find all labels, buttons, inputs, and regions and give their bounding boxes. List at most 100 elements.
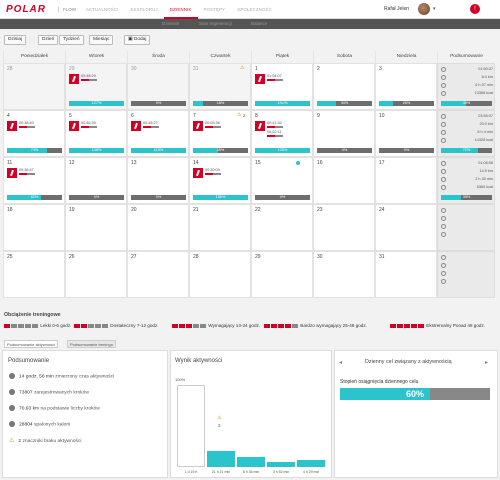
running-icon[interactable] xyxy=(193,121,203,131)
calendar-day-cell[interactable]: 20 xyxy=(127,204,189,251)
activity-duration[interactable]: 00:02:11 xyxy=(267,130,282,134)
activity-duration[interactable]: 01:04:07 xyxy=(267,74,282,78)
week-summary-cell[interactable] xyxy=(437,251,495,298)
activity-duration[interactable]: 00:41:32 xyxy=(267,121,282,125)
calendar-day-cell[interactable]: 22 xyxy=(251,204,313,251)
calendar-day-cell[interactable]: 24 xyxy=(375,204,437,251)
week-summary-cell[interactable]: 03:55:07 20.0 km 8 h 4 min 14328 kcal 72% xyxy=(437,110,495,157)
calendar-day-cell[interactable]: 2 34% xyxy=(313,63,375,110)
activity-duration[interactable]: 00:36:47 xyxy=(19,168,34,172)
summary-row-inactivity: ⚠ 2 znaczniki braku aktywności xyxy=(9,438,82,444)
tab-training-summary[interactable]: Podsumowanie treningu xyxy=(67,340,116,348)
summary-row xyxy=(441,208,493,214)
week-summary-cell[interactable]: 01:06:56 14.9 km 2 h 30 min 8380 kcal 39% xyxy=(437,157,495,204)
tab-balance[interactable]: Balance xyxy=(251,21,268,26)
calendar-day-cell[interactable]: 29 xyxy=(251,251,313,298)
main-nav: AKTUALNOŚCI EKSPLORUJ DZIENNIK POSTĘPY SPOŁE… xyxy=(80,0,278,19)
nav-item-2[interactable]: DZIENNIK xyxy=(163,0,198,19)
daily-goal-panel: ◂ Dzienny cel związany z aktywnością ▸ S… xyxy=(334,350,498,478)
running-icon[interactable] xyxy=(193,168,203,178)
calendar-day-cell[interactable]: 29 00:48:29 127% xyxy=(65,63,127,110)
running-icon[interactable] xyxy=(69,74,79,84)
calendar-day-cell[interactable]: 1 01:04:07 141% xyxy=(251,63,313,110)
add-button[interactable]: ▣ Dodaj xyxy=(124,35,151,45)
week-summary-cell[interactable]: 01:50:37 8.4 km 6 h 57 min 13368 kcal 49% xyxy=(437,63,495,110)
nav-item-0[interactable]: AKTUALNOŚCI xyxy=(86,7,119,12)
calendar-day-cell[interactable]: 3 26% xyxy=(375,63,437,110)
activity-bar-label-0: 1 d 19 h xyxy=(184,470,198,474)
calendar-day-cell[interactable]: 31 ⚠ 18% xyxy=(189,63,251,110)
calendar-day-cell[interactable]: 28 xyxy=(3,63,65,110)
week-summary-cell[interactable] xyxy=(437,204,495,251)
calendar-day-cell[interactable]: 31 xyxy=(375,251,437,298)
running-icon[interactable] xyxy=(131,121,141,131)
calendar-day-cell[interactable]: 13 0% xyxy=(127,157,189,204)
activity-duration[interactable]: 00:05:36 xyxy=(205,121,220,125)
calendar-day-cell[interactable]: 21 xyxy=(189,204,251,251)
calendar-day-cell[interactable]: 26 xyxy=(65,251,127,298)
nav-item-1[interactable]: EKSPLORUJ xyxy=(130,7,158,12)
activity-progress-fill xyxy=(7,195,42,200)
summary-row xyxy=(441,255,493,261)
activity-duration[interactable]: 00:30:09 xyxy=(205,168,220,172)
day-header-1: Wtorek xyxy=(65,51,127,63)
running-icon[interactable] xyxy=(7,121,17,131)
activity-percent: 73% xyxy=(30,148,39,152)
polar-logo[interactable]: POLAR xyxy=(6,4,46,15)
calendar-day-cell[interactable]: 5 00:46:39 138% xyxy=(65,110,127,157)
calendar-day-cell[interactable]: 30 xyxy=(313,251,375,298)
running-icon[interactable] xyxy=(255,121,265,131)
calendar-day-cell[interactable]: 28 xyxy=(189,251,251,298)
month-view-button[interactable]: Miesiąc xyxy=(89,35,114,45)
calendar-day-cell[interactable]: 8 00:41:32 00:02:11 128% xyxy=(251,110,313,157)
calendar-day-cell[interactable]: 4 00:38:40 73% xyxy=(3,110,65,157)
activity-duration[interactable]: 00:38:40 xyxy=(19,121,34,125)
calendar-day-cell[interactable]: 15 0% xyxy=(251,157,313,204)
tab-activity-summary[interactable]: Podsumowanie aktywności xyxy=(4,340,59,348)
calendar-day-cell[interactable]: 19 xyxy=(65,204,127,251)
activity-duration[interactable]: 00:46:39 xyxy=(81,121,96,125)
activity-duration[interactable]: 00:48:27 xyxy=(143,121,158,125)
prev-arrow[interactable]: ◂ xyxy=(339,360,343,366)
calendar-day-cell[interactable]: 25 xyxy=(3,251,65,298)
notification-icon[interactable]: ! xyxy=(470,4,480,14)
day-view-button[interactable]: Dzień xyxy=(38,35,59,45)
calendar-day-cell[interactable]: 16 xyxy=(313,157,375,204)
calendar-day-cell[interactable]: 12 0% xyxy=(65,157,127,204)
activity-progress-bar: 138% xyxy=(69,148,124,153)
nav-item-3[interactable]: POSTĘPY xyxy=(203,7,226,12)
calendar-day-cell[interactable]: 30 0% xyxy=(127,63,189,110)
tab-recovery[interactable]: Stan regeneracji xyxy=(199,21,232,26)
day-number: 30 xyxy=(131,66,137,72)
activity-load-strip xyxy=(19,173,35,175)
day-number: 1 xyxy=(255,66,258,72)
running-icon[interactable] xyxy=(255,74,265,84)
running-icon[interactable] xyxy=(69,121,79,131)
calendar-day-cell[interactable]: 7 ⚠ 2 00:05:36 45% xyxy=(189,110,251,157)
running-icon[interactable] xyxy=(7,168,17,178)
activity-duration[interactable]: 00:48:29 xyxy=(81,74,96,78)
week-view-button[interactable]: Tydzień xyxy=(59,35,84,45)
calendar-day-cell[interactable]: 9 0% xyxy=(313,110,375,157)
tab-diary[interactable]: Dziennik xyxy=(162,21,180,26)
next-arrow[interactable]: ▸ xyxy=(485,360,489,366)
nav-item-4[interactable]: SPOŁECZNOŚĆ xyxy=(237,7,272,12)
chevron-down-icon[interactable]: ▾ xyxy=(433,6,436,12)
today-button[interactable]: Dzisiaj xyxy=(4,35,27,45)
calendar-day-cell[interactable]: 6 00:48:27 119% xyxy=(127,110,189,157)
day-header-0: Poniedziałek xyxy=(3,51,65,63)
calendar-day-cell[interactable]: 18 xyxy=(3,204,65,251)
calendar-day-cell[interactable]: 11 00:36:47 62% xyxy=(3,157,65,204)
day-number: 27 xyxy=(131,254,137,260)
user-name[interactable]: Rafał Jelen xyxy=(384,6,410,12)
calendar-day-cell[interactable]: 17 xyxy=(375,157,437,204)
calendar-day-cell[interactable]: 14 00:30:09 155% xyxy=(189,157,251,204)
activity-progress-bar: 141% xyxy=(255,101,310,106)
summary-row: 6 h 57 min xyxy=(441,83,493,89)
avatar[interactable] xyxy=(418,3,430,15)
calendar-day-cell[interactable]: 27 xyxy=(127,251,189,298)
calendar-day-cell[interactable]: 10 0% xyxy=(375,110,437,157)
flame-icon xyxy=(441,138,446,143)
calendar-day-cell[interactable]: 23 xyxy=(313,204,375,251)
activity-percent: 0% xyxy=(341,148,348,152)
